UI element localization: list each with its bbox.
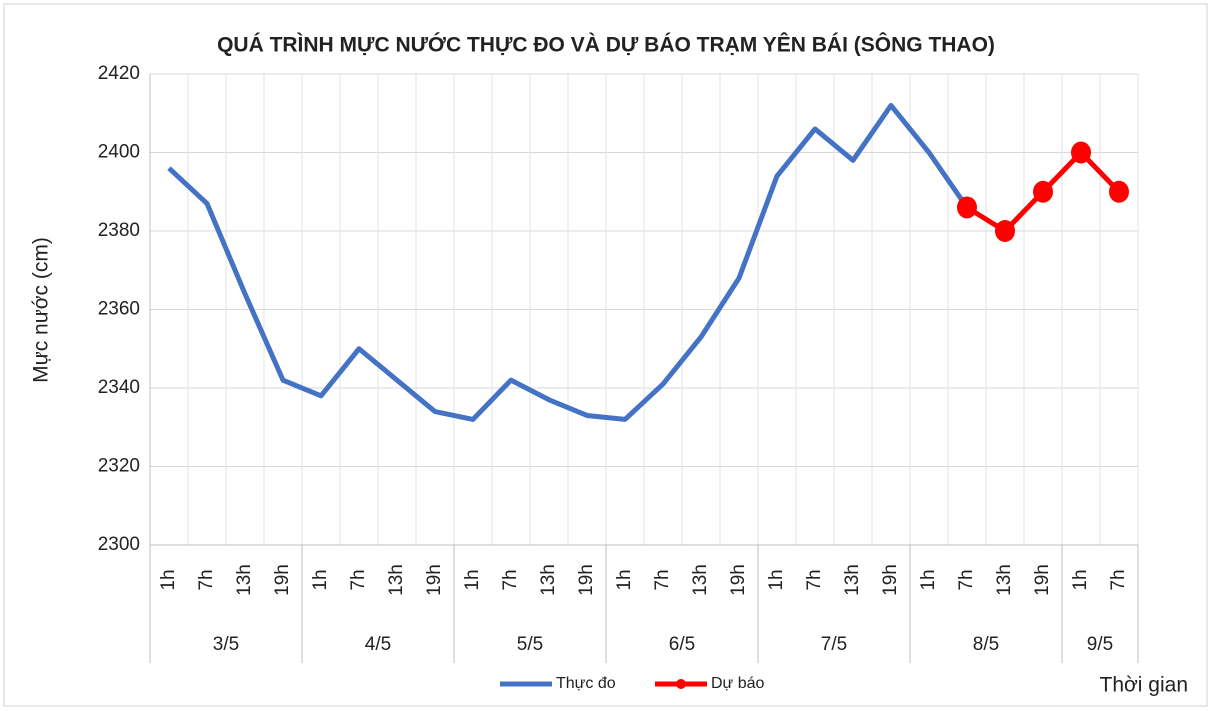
x-tick-label: 1h [158, 569, 179, 590]
group-label: 3/5 [213, 634, 239, 655]
x-tick-label: 19h [728, 564, 749, 596]
x-tick-label: 13h [234, 564, 255, 596]
x-tick-label: 19h [576, 564, 597, 596]
y-tick-label: 2380 [98, 220, 140, 241]
group-label: 5/5 [517, 634, 543, 655]
marker [995, 220, 1015, 242]
group-label: 8/5 [973, 634, 999, 655]
x-tick-label: 19h [272, 564, 293, 596]
x-tick-label: 1h [918, 569, 939, 590]
x-axis-title: Thời gian [1100, 674, 1188, 697]
marker [1033, 180, 1053, 203]
group-label: 9/5 [1087, 634, 1113, 655]
x-tick-label: 13h [538, 564, 559, 596]
series-line [167, 102, 970, 422]
y-tick-label: 2320 [98, 456, 140, 477]
x-tick-label: 7h [956, 569, 977, 590]
x-tick-label: 19h [880, 564, 901, 596]
x-tick-label: 13h [690, 564, 711, 596]
x-tick-label: 7h [1108, 569, 1129, 590]
x-tick-label: 1h [614, 569, 635, 590]
group-label: 7/5 [821, 634, 847, 655]
chart-title: QUÁ TRÌNH MỰC NƯỚC THỰC ĐO VÀ DỰ BÁO TRẠ… [217, 33, 995, 57]
x-tick-label: 1h [462, 569, 483, 590]
y-tick-label: 2400 [98, 142, 140, 163]
x-tick-label: 13h [842, 564, 863, 596]
marker [1071, 141, 1091, 164]
x-tick-label: 7h [804, 569, 825, 590]
x-tick-label: 19h [1032, 564, 1053, 596]
legend-marker [676, 679, 686, 689]
group-label: 4/5 [365, 634, 391, 655]
y-tick-label: 2360 [98, 299, 140, 320]
group-label: 6/5 [669, 634, 695, 655]
y-tick-label: 2420 [98, 63, 140, 84]
x-tick-label: 7h [196, 569, 217, 590]
marker [957, 196, 977, 219]
legend-label: Dự báo [711, 675, 765, 692]
x-tick-label: 7h [348, 569, 369, 590]
marker [1109, 180, 1129, 203]
x-tick-label: 7h [652, 569, 673, 590]
x-tick-label: 19h [424, 564, 445, 596]
x-tick-label: 1h [1070, 569, 1091, 590]
x-tick-label: 13h [386, 564, 407, 596]
x-tick-label: 1h [766, 569, 787, 590]
x-tick-label: 13h [994, 564, 1015, 596]
x-tick-label: 1h [310, 569, 331, 590]
legend-label: Thực đo [556, 675, 616, 692]
y-tick-label: 2340 [98, 377, 140, 398]
y-tick-label: 2300 [98, 534, 140, 555]
y-axis-title: Mực nước (cm) [30, 237, 53, 383]
x-tick-label: 7h [500, 569, 521, 590]
